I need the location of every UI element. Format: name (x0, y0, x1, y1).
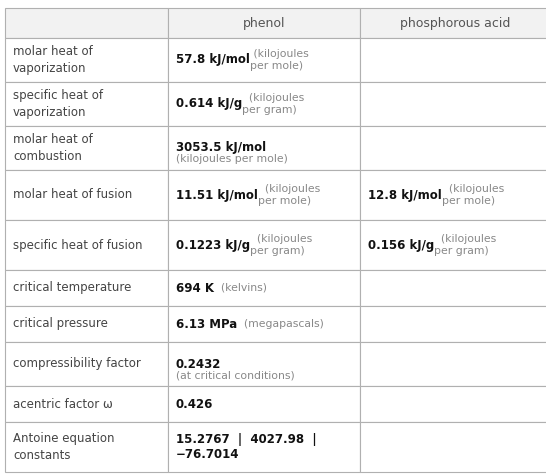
Bar (168, 220, 360, 270)
Bar (360, 306, 546, 342)
Text: 0.2432: 0.2432 (176, 358, 221, 370)
Text: 11.51 kJ/mol: 11.51 kJ/mol (176, 189, 258, 201)
Text: acentric factor ω: acentric factor ω (13, 398, 113, 410)
Text: 0.614 kJ/g: 0.614 kJ/g (176, 97, 242, 111)
Text: molar heat of fusion: molar heat of fusion (13, 189, 132, 201)
Bar (360, 82, 546, 126)
Text: 0.1223 kJ/g: 0.1223 kJ/g (176, 238, 250, 251)
Bar (360, 220, 546, 270)
Text: 6.13 MPa: 6.13 MPa (176, 317, 238, 331)
Text: phenol: phenol (243, 17, 285, 29)
Bar (168, 82, 360, 126)
Bar (5, 342, 168, 386)
Bar (5, 82, 168, 126)
Bar (168, 306, 360, 342)
Bar (168, 386, 360, 422)
Bar (168, 126, 360, 170)
Text: (kilojoules
per mole): (kilojoules per mole) (258, 184, 320, 206)
Bar (5, 386, 168, 422)
Bar (360, 170, 546, 220)
Bar (5, 170, 168, 220)
Text: 0.426: 0.426 (176, 398, 213, 410)
Bar (5, 126, 168, 170)
Text: 0.156 kJ/g: 0.156 kJ/g (368, 238, 434, 251)
Text: specific heat of fusion: specific heat of fusion (13, 238, 143, 251)
Text: critical pressure: critical pressure (13, 317, 108, 331)
Text: (at critical conditions): (at critical conditions) (176, 370, 295, 380)
Bar (168, 170, 360, 220)
Bar (168, 342, 360, 386)
Bar (360, 342, 546, 386)
Bar (5, 8, 168, 38)
Bar (360, 8, 546, 38)
Bar (360, 422, 546, 472)
Bar (168, 270, 360, 306)
Text: Antoine equation
constants: Antoine equation constants (13, 432, 115, 462)
Text: (kilojoules
per gram): (kilojoules per gram) (434, 234, 496, 256)
Text: phosphorous acid: phosphorous acid (400, 17, 511, 29)
Bar (5, 270, 168, 306)
Bar (5, 38, 168, 82)
Text: compressibility factor: compressibility factor (13, 358, 141, 370)
Text: specific heat of
vaporization: specific heat of vaporization (13, 89, 103, 119)
Text: (kilojoules
per mole): (kilojoules per mole) (442, 184, 504, 206)
Bar (168, 8, 360, 38)
Text: critical temperature: critical temperature (13, 282, 132, 294)
Bar (168, 38, 360, 82)
Bar (360, 126, 546, 170)
Bar (5, 220, 168, 270)
Bar (168, 422, 360, 472)
Bar (360, 386, 546, 422)
Text: (megapascals): (megapascals) (238, 319, 324, 329)
Bar (5, 306, 168, 342)
Text: (kilojoules
per gram): (kilojoules per gram) (242, 93, 305, 115)
Text: (kelvins): (kelvins) (214, 283, 267, 293)
Text: 57.8 kJ/mol: 57.8 kJ/mol (176, 54, 250, 67)
Text: (kilojoules
per mole): (kilojoules per mole) (250, 49, 308, 71)
Bar (360, 38, 546, 82)
Text: 3053.5 kJ/mol: 3053.5 kJ/mol (176, 142, 266, 154)
Text: 694 K: 694 K (176, 282, 214, 294)
Text: molar heat of
vaporization: molar heat of vaporization (13, 45, 93, 75)
Text: 15.2767  |  4027.98  |
−76.7014: 15.2767 | 4027.98 | −76.7014 (176, 433, 317, 462)
Bar (5, 422, 168, 472)
Text: molar heat of
combustion: molar heat of combustion (13, 133, 93, 163)
Text: (kilojoules per mole): (kilojoules per mole) (176, 154, 288, 164)
Bar (360, 270, 546, 306)
Text: (kilojoules
per gram): (kilojoules per gram) (250, 234, 312, 256)
Text: 12.8 kJ/mol: 12.8 kJ/mol (368, 189, 442, 201)
